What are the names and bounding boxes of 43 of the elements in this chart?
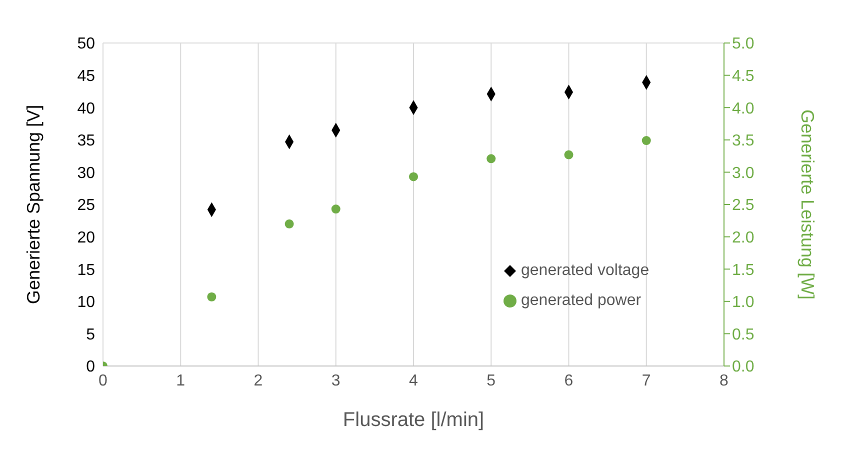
x-axis-title: Flussrate [l/min] [342, 409, 484, 431]
y2-tick-label: 1.5 [732, 262, 754, 279]
x-tick-label: 3 [331, 372, 340, 390]
point [207, 292, 216, 302]
point [642, 136, 651, 146]
y2-tick-label: 4.5 [732, 68, 754, 85]
y2-tick-label: 1.0 [732, 294, 754, 312]
point [564, 150, 574, 160]
x-tick-label: 4 [409, 372, 418, 390]
y2-tick-label: 5.0 [732, 36, 754, 53]
x-tick-label: 2 [254, 372, 263, 390]
y2-tick-label: 3.0 [732, 164, 754, 182]
x-tick-label: 1 [176, 372, 186, 390]
legend-label: generated voltage [521, 261, 650, 281]
y2-tick-label: 0.5 [732, 326, 754, 344]
y-tick-label: 30 [77, 164, 96, 182]
y-tick-label: 0 [86, 358, 96, 376]
y2-tick-label: 2.0 [732, 229, 754, 246]
y-tick-label: 15 [77, 262, 96, 279]
point [486, 154, 496, 164]
y-tick-label: 10 [77, 294, 96, 312]
point [284, 219, 294, 228]
y-tick-label: 40 [77, 100, 96, 118]
y2-tick-label: 4.0 [732, 100, 754, 118]
x-tick-label: 7 [642, 372, 651, 390]
y-tick-label: 50 [77, 36, 96, 53]
x-tick-label: 0 [98, 372, 108, 390]
y-axis-title: Generierte Spannung [V] [23, 104, 44, 304]
y2-tick-label: 0.0 [732, 358, 754, 376]
y-tick-label: 5 [86, 326, 96, 344]
point [408, 172, 418, 182]
y2-tick-label: 3.5 [732, 132, 754, 150]
y-tick-label: 45 [77, 68, 96, 85]
legend-label: generated power [521, 291, 642, 311]
x-tick-label: 5 [486, 372, 496, 390]
point [331, 204, 340, 214]
y-tick-label: 35 [77, 132, 96, 150]
y2-tick-label: 2.5 [732, 197, 754, 214]
y-tick-label: 20 [77, 229, 96, 246]
y-tick-label: 25 [77, 197, 96, 214]
x-tick-label: 6 [564, 372, 574, 390]
y2-axis-title: Generierte Leistung [W] [798, 109, 818, 300]
x-tick-label: 8 [720, 372, 729, 390]
